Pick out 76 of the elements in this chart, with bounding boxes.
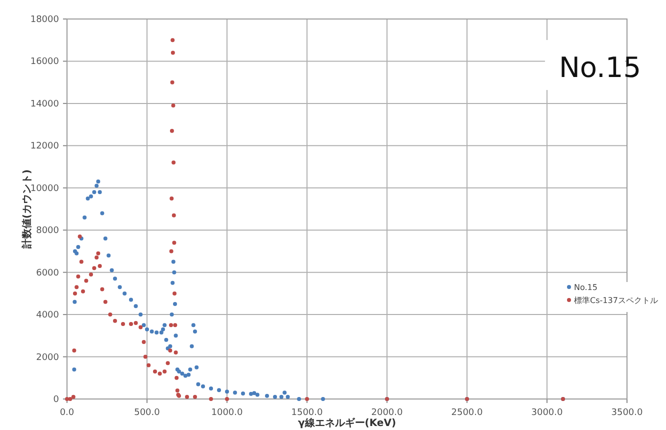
point <box>153 370 157 374</box>
point <box>134 321 138 325</box>
point <box>225 397 229 401</box>
point <box>169 323 173 328</box>
point <box>170 50 175 55</box>
x-tick-label: 3000.0 <box>531 408 564 418</box>
point <box>166 361 170 366</box>
point <box>74 285 79 290</box>
point <box>143 354 148 359</box>
point <box>113 318 117 323</box>
y-tick-label: 16000 <box>30 57 60 68</box>
point <box>170 128 174 133</box>
point <box>172 291 177 296</box>
point <box>168 348 172 352</box>
point <box>138 325 143 330</box>
point <box>68 397 72 401</box>
point <box>89 272 93 276</box>
y-tick-label: 14000 <box>30 99 60 110</box>
point <box>305 397 309 401</box>
point <box>79 260 84 264</box>
point <box>171 104 176 108</box>
point <box>71 394 76 399</box>
y-tick-label: 10000 <box>30 184 60 194</box>
point <box>100 287 104 292</box>
point <box>121 322 125 326</box>
point <box>96 251 100 256</box>
point <box>158 372 162 376</box>
y-tick-label: 18000 <box>30 15 60 25</box>
point <box>172 160 176 165</box>
point <box>174 376 179 380</box>
x-tick-label: 1000.0 <box>211 408 244 418</box>
point <box>172 240 176 245</box>
annotation: No.15 <box>558 51 642 84</box>
x-tick-label: 0.0 <box>60 408 74 418</box>
y-tick-label: 8000 <box>36 226 60 236</box>
x-tick-label: 1500.0 <box>291 408 324 418</box>
y-tick-label: 12000 <box>30 142 60 152</box>
point <box>170 196 174 200</box>
point <box>170 38 175 42</box>
point <box>173 323 178 328</box>
point <box>193 394 197 399</box>
y-axis-title: 計数値(カウント) <box>21 169 33 250</box>
point <box>146 363 151 368</box>
point <box>169 249 174 254</box>
point <box>84 278 88 283</box>
x-tick-label: 500.0 <box>134 408 160 418</box>
y-tick-label: 6000 <box>36 268 60 278</box>
y-tick-label: 2000 <box>36 352 60 363</box>
point <box>94 256 99 260</box>
point <box>65 397 69 401</box>
y-tick-label: 4000 <box>36 310 60 321</box>
point <box>175 388 180 393</box>
legend-label: No.15 <box>574 283 598 292</box>
point <box>76 274 80 279</box>
point <box>170 80 174 84</box>
x-tick-label: 2000.0 <box>371 408 404 418</box>
x-tick-label: 2500.0 <box>451 408 484 418</box>
x-tick-label: 3500.0 <box>611 408 644 418</box>
point <box>92 266 96 270</box>
point <box>129 322 133 326</box>
point <box>73 291 77 296</box>
point <box>103 300 108 304</box>
point <box>172 213 176 218</box>
point <box>209 397 213 401</box>
point <box>185 394 189 399</box>
point <box>78 234 82 238</box>
point <box>81 289 85 294</box>
point <box>142 340 146 344</box>
point <box>72 348 76 352</box>
x-axis-title: γ線エネルギー(KeV) <box>298 417 396 429</box>
point <box>174 350 178 355</box>
point <box>98 264 102 268</box>
legend-label: 標準Cs-137スペクトル <box>574 296 658 305</box>
point <box>108 312 112 317</box>
y-tick-label: 0 <box>53 395 60 405</box>
point <box>162 370 167 374</box>
